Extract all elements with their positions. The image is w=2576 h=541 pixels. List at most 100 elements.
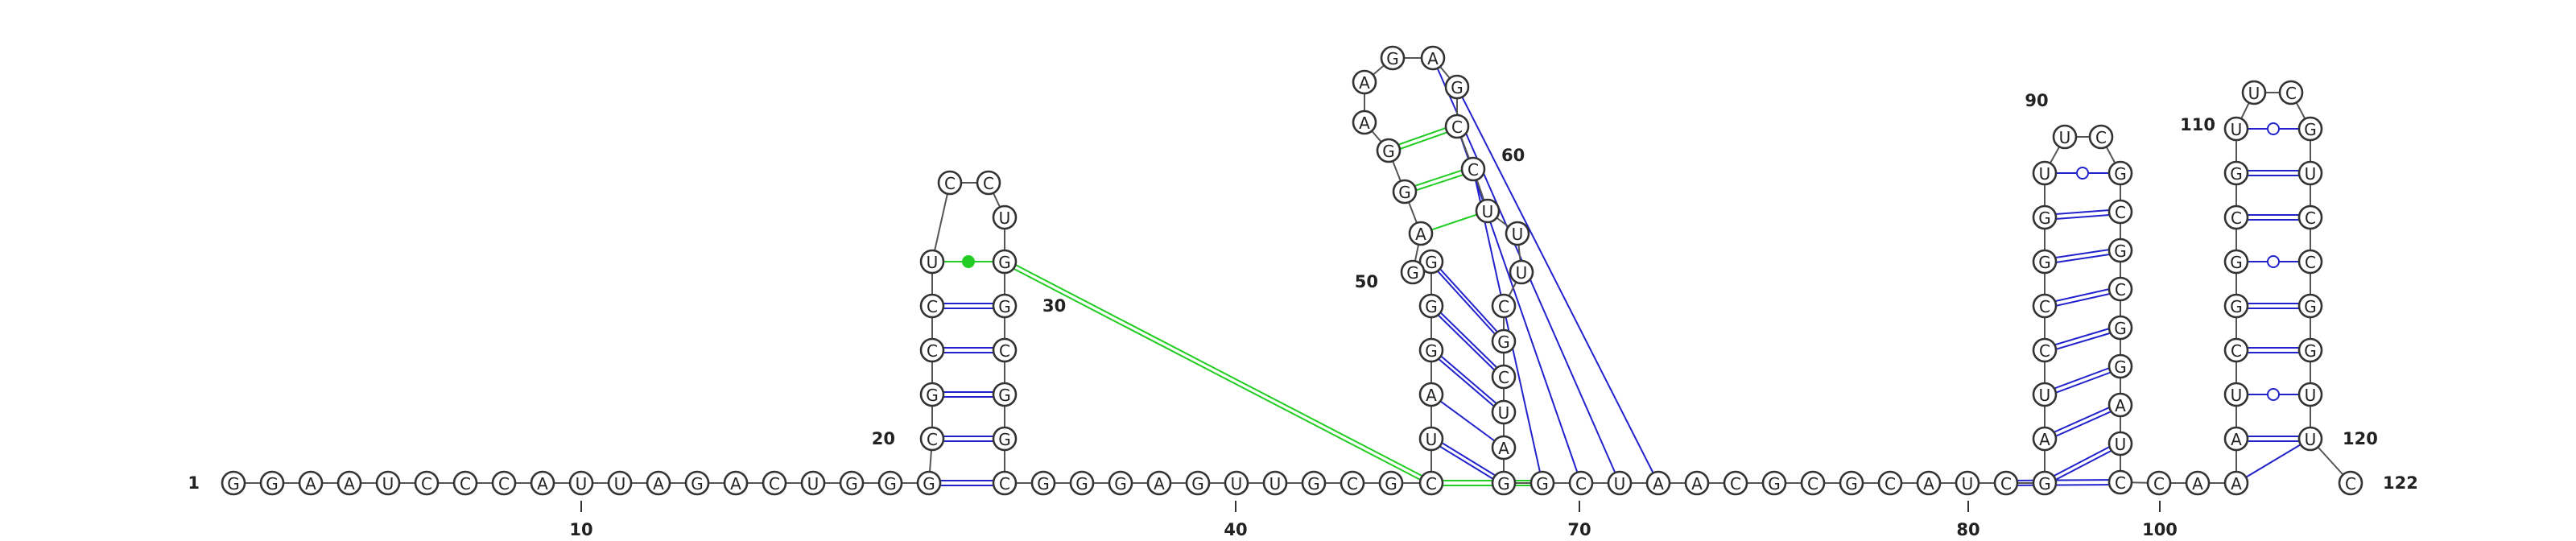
nucleotide-letter: U: [576, 474, 588, 494]
nucleotide-circle: [992, 204, 1018, 230]
nucleotide: A: [530, 470, 555, 496]
nucleotide: C: [2297, 249, 2323, 275]
nucleotide-circle: [1352, 109, 1377, 135]
nucleotide-letter: G: [1845, 474, 1858, 494]
nucleotide: C: [1491, 364, 1517, 390]
nucleotide: C: [1877, 470, 1903, 496]
nucleotide: A: [1408, 221, 1434, 246]
position-label: 60: [1501, 146, 1525, 165]
base-pair-line: [2044, 329, 2121, 353]
nucleotide-circle: [646, 470, 671, 496]
base-pair-line: [2044, 407, 2121, 442]
nucleotide-letter: C: [460, 474, 471, 494]
nucleotide: G: [2032, 470, 2058, 496]
nucleotide: G: [1380, 45, 1406, 71]
nucleotide-letter: C: [1347, 474, 1358, 494]
nucleotide-letter: U: [807, 474, 819, 494]
nucleotide: U: [1262, 470, 1288, 496]
nucleotide: A: [1418, 382, 1444, 407]
nucleotide-letter: G: [2114, 242, 2127, 261]
nucleotide-letter: C: [421, 474, 432, 494]
nucleotide-circle: [2146, 470, 2172, 496]
nucleotide: G: [1418, 293, 1444, 319]
nucleotide: U: [568, 470, 594, 496]
nucleotide: C: [992, 470, 1018, 496]
nucleotide-circle: [1916, 470, 1942, 496]
nucleotide-letter: C: [1468, 160, 1479, 180]
nucleotide-circle: [2107, 469, 2133, 495]
nucleotide: G: [2223, 249, 2249, 275]
base-pair-line: [1430, 308, 1505, 380]
nucleotide-letter: G: [2038, 474, 2051, 494]
nucleotide-letter: U: [2305, 430, 2317, 449]
nucleotide-letter: G: [691, 474, 704, 494]
nucleotide: C: [1723, 470, 1748, 496]
nucleotide-circle: [2297, 204, 2323, 230]
nucleotide-letter: A: [1498, 439, 1509, 458]
nucleotide-letter: C: [927, 341, 938, 361]
nucleotide: C: [2032, 293, 2058, 319]
nucleotide-letter: G: [1114, 474, 1127, 494]
nucleotide-letter: G: [1425, 341, 1438, 361]
base-pair-line: [1004, 263, 1432, 486]
nucleotide-circle: [336, 470, 362, 496]
nucleotide-circle: [1491, 328, 1517, 354]
nucleotide-circle: [1509, 259, 1534, 285]
nucleotide-circle: [1877, 470, 1903, 496]
base-pair-line: [1430, 394, 1505, 448]
nucleotide-circle: [491, 470, 517, 496]
nucleotide-letter: G: [1398, 183, 1411, 202]
nucleotide-circle: [298, 470, 324, 496]
nucleotide: A: [1645, 470, 1671, 496]
nucleotide-letter: C: [2095, 128, 2107, 147]
nucleotide: A: [1146, 470, 1172, 496]
nucleotide-circle: [2032, 249, 2058, 275]
nucleotide: C: [2107, 276, 2133, 302]
nucleotide-letter: G: [998, 430, 1011, 449]
nucleotide-circle: [2223, 249, 2249, 275]
nucleotide-circle: [2052, 124, 2078, 150]
nucleotide-letter: U: [614, 474, 626, 494]
nucleotide-letter: C: [2115, 473, 2126, 493]
nucleotide-letter: C: [2305, 209, 2316, 228]
nucleotide: G: [839, 470, 865, 496]
nucleotide-letter: U: [1482, 202, 1494, 221]
nucleotide-letter: C: [2305, 253, 2316, 272]
nucleotide-circle: [1262, 470, 1288, 496]
nucleotide-letter: G: [1037, 474, 1050, 494]
pair-marker: [962, 255, 975, 268]
nucleotide-circle: [937, 170, 963, 196]
nucleotide-letter: G: [998, 297, 1011, 316]
nucleotide-letter: C: [1498, 368, 1509, 387]
nucleotide-circle: [2297, 293, 2323, 319]
nucleotide-circle: [1800, 470, 1826, 496]
nucleotide: U: [2297, 160, 2323, 186]
nucleotide: C: [452, 470, 478, 496]
nucleotide: G: [1301, 470, 1327, 496]
nucleotide-circle: [1645, 470, 1671, 496]
nucleotide: U: [2107, 431, 2133, 456]
nucleotide-letter: G: [998, 386, 1011, 405]
nucleotide-circle: [1491, 293, 1517, 319]
base-pair-line: [2044, 252, 2121, 265]
nucleotide-letter: G: [2038, 209, 2051, 228]
nucleotide-letter: U: [1498, 403, 1510, 423]
nucleotide-letter: U: [382, 474, 394, 494]
nucleotide: G: [919, 382, 945, 407]
nucleotide: G: [2297, 116, 2323, 142]
base-pair-line: [2044, 209, 2121, 216]
base-pair-line: [2044, 402, 2121, 437]
nucleotide-letter: G: [884, 474, 897, 494]
backbone: [233, 57, 2351, 484]
nucleotide-letter: U: [2039, 386, 2051, 405]
nucleotide-letter: U: [2305, 164, 2317, 184]
nucleotide-circle: [1376, 138, 1402, 163]
nucleotide: C: [919, 337, 945, 363]
nucleotide-letter: U: [1426, 430, 1438, 449]
position-label: 120: [2343, 429, 2378, 448]
nucleotide-circle: [1607, 470, 1633, 496]
base-pair-line: [2044, 213, 2121, 221]
nucleotide: G: [2297, 293, 2323, 319]
nucleotide-letter: G: [227, 474, 240, 494]
